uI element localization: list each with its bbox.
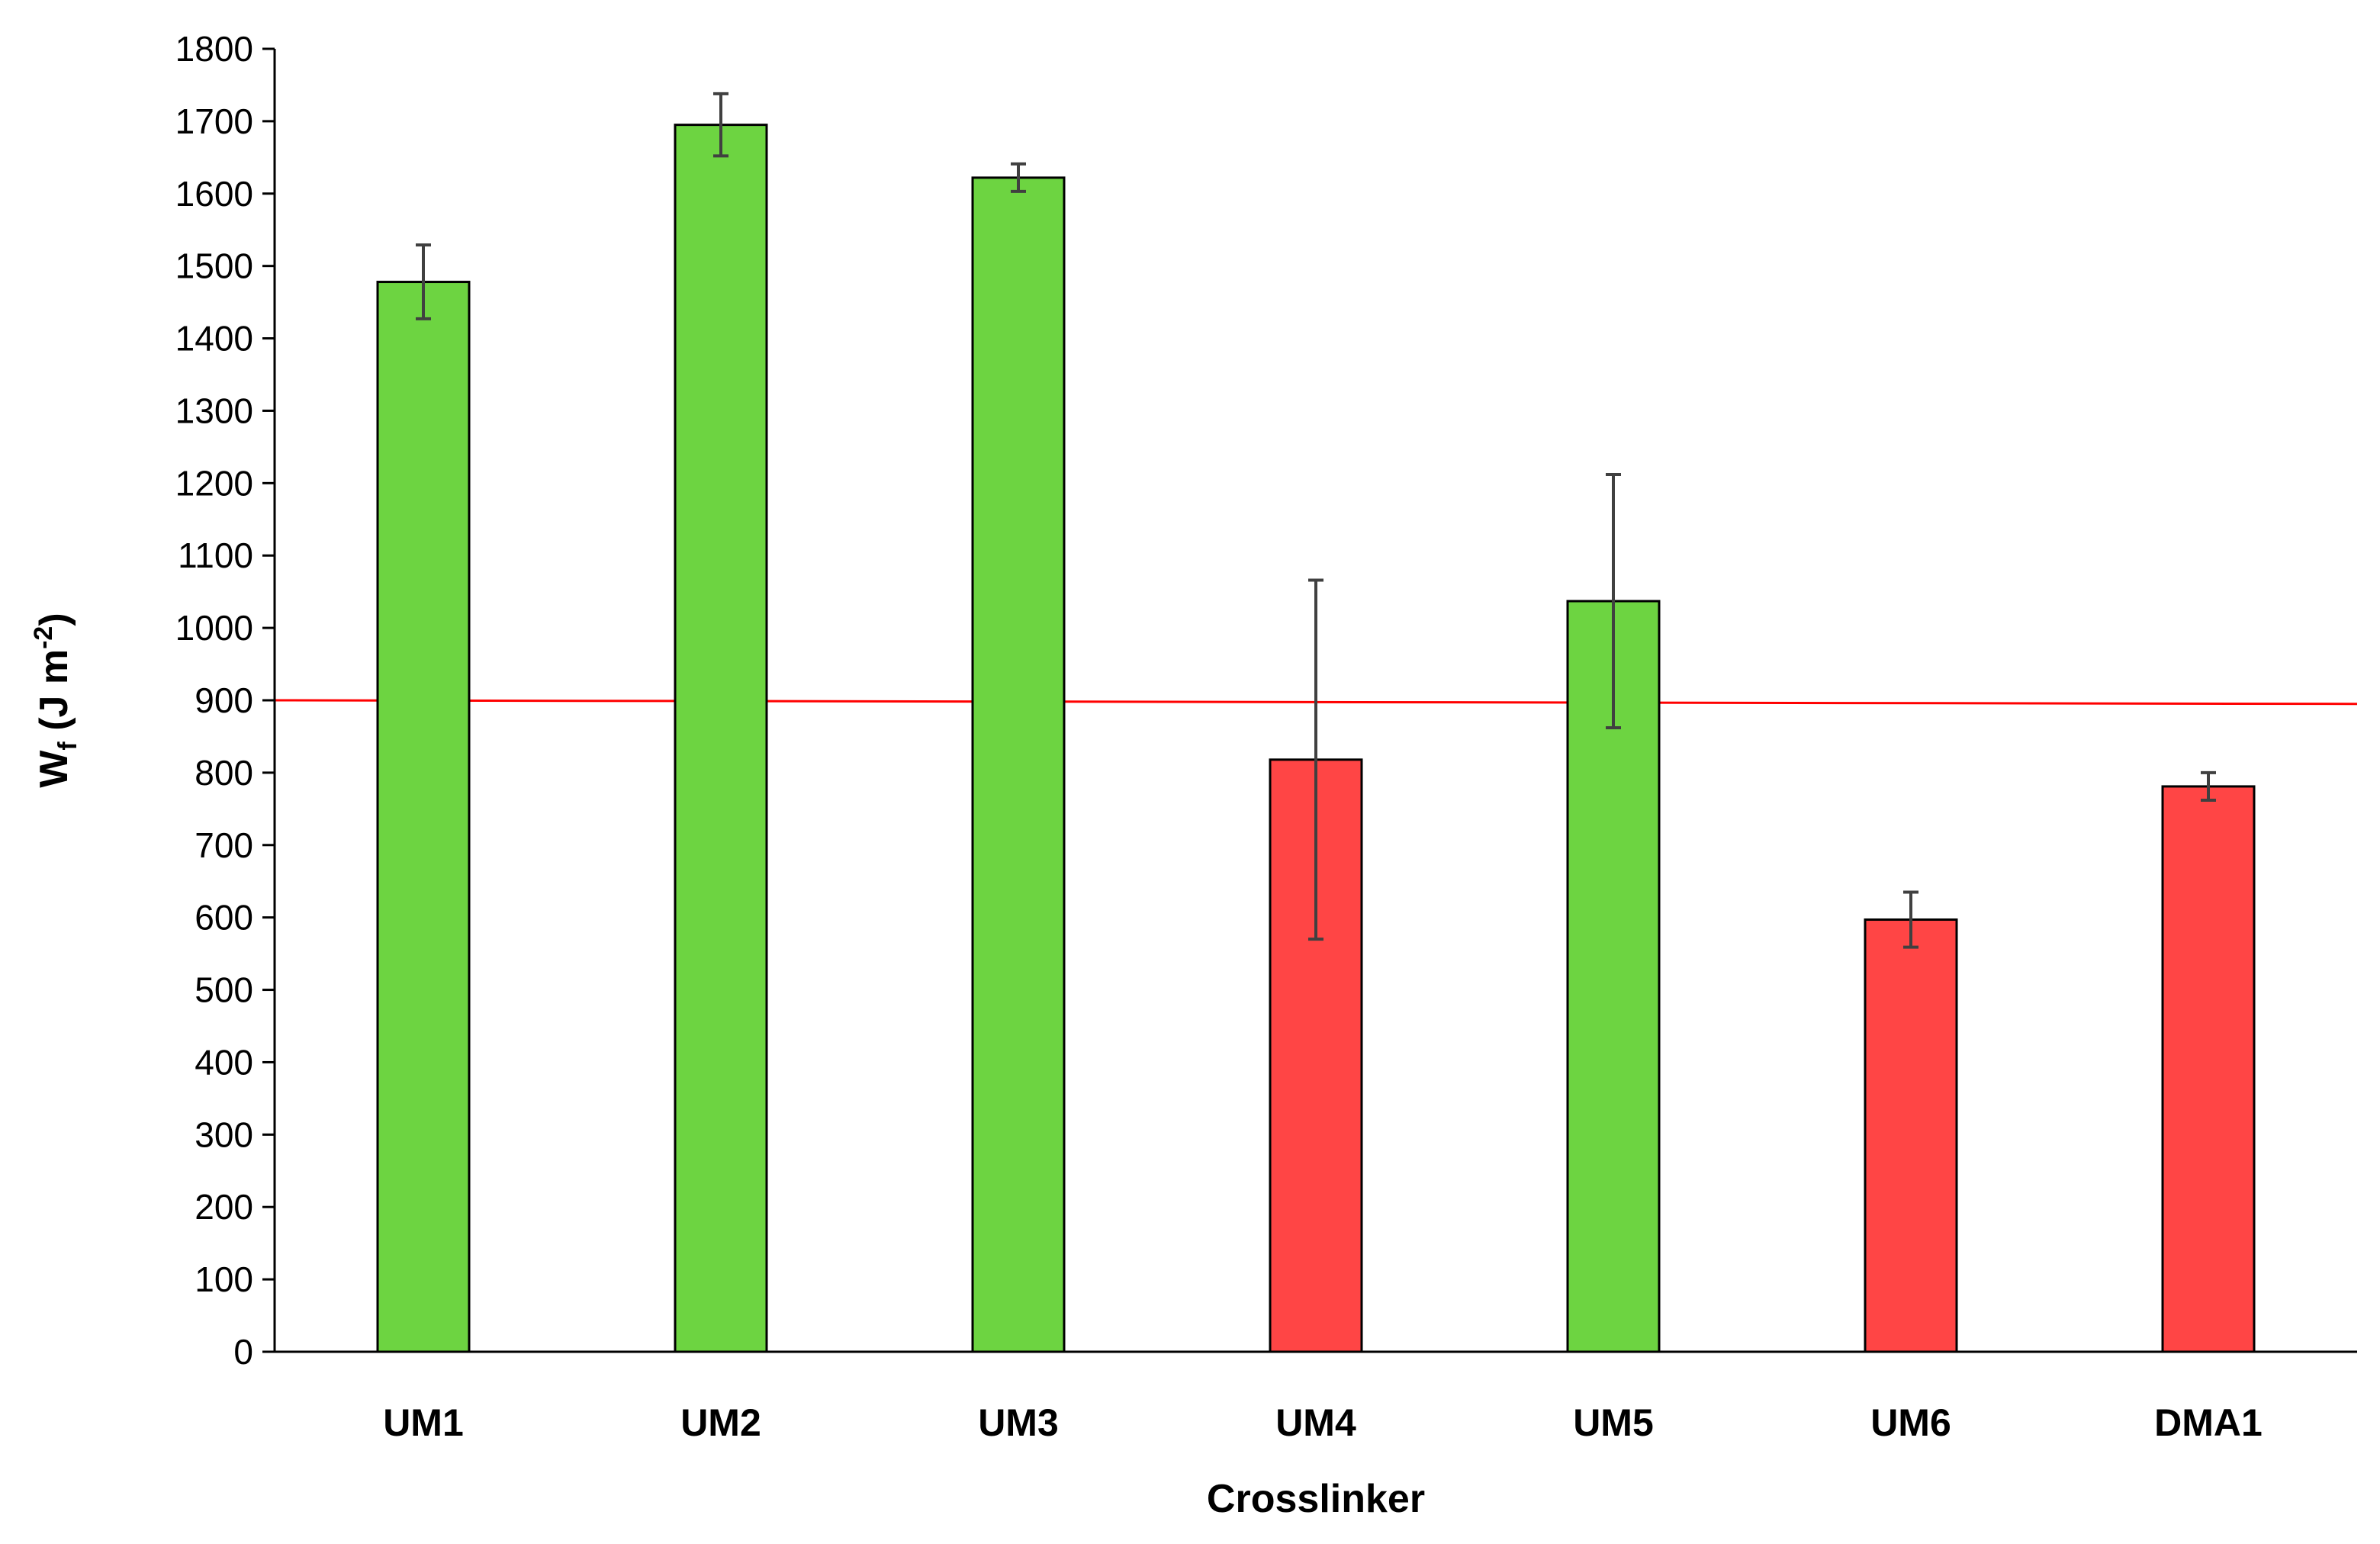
bars-layer [376, 124, 2256, 1353]
y-tick-label: 900 [195, 680, 253, 720]
x-tick-label-um6: UM6 [1870, 1401, 1951, 1444]
y-tick-label: 200 [195, 1187, 253, 1227]
y-axis-title-main: W [32, 750, 76, 788]
x-tick-label-um3: UM3 [978, 1401, 1059, 1444]
x-axis-title: Crosslinker [1207, 1477, 1425, 1521]
x-tick-label-um4: UM4 [1275, 1401, 1356, 1444]
y-tick-label: 1400 [175, 319, 253, 359]
y-axis-title-unit: (J m [32, 649, 76, 741]
bar-um2 [674, 124, 768, 1353]
y-tick-label: 1000 [175, 608, 253, 648]
y-tick-label: 700 [195, 825, 253, 865]
y-tick-labels: 0 100 200 300 400 500 600 700 800 900 1000 1100 1200… [175, 29, 275, 1372]
y-tick-label: 600 [195, 898, 253, 938]
error-bar-um3 [1011, 162, 1026, 193]
error-bars-layer [416, 92, 2216, 949]
y-tick-label: 800 [195, 753, 253, 793]
error-bar-um6 [1903, 890, 1918, 949]
bar-um3 [971, 176, 1066, 1353]
error-bar-um2 [713, 92, 728, 158]
x-tick-label-um5: UM5 [1573, 1401, 1654, 1444]
x-tick-label-dma1: DMA1 [2154, 1401, 2263, 1444]
error-bar-um1 [416, 243, 431, 320]
y-tick-label: 1100 [178, 536, 253, 575]
y-axis-title-subscript: f [53, 741, 82, 751]
y-axis-title-unit-end: ) [32, 613, 76, 626]
x-tick-labels: UM1 UM2 UM3 UM4 UM5 UM6 DMA1 [383, 1401, 2263, 1444]
y-tick-label: 0 [233, 1332, 253, 1372]
y-tick-label: 1800 [175, 29, 253, 69]
bar-dma1 [2161, 785, 2256, 1353]
x-tick-label-um1: UM1 [383, 1401, 464, 1444]
y-tick-label: 1500 [175, 246, 253, 286]
error-bar-um5 [1606, 472, 1621, 730]
bar-um6 [1864, 918, 1958, 1353]
x-tick-label-um2: UM2 [680, 1401, 761, 1444]
y-tick-label: 1200 [175, 463, 253, 503]
y-tick-label: 100 [195, 1259, 253, 1299]
bar-um1 [376, 281, 471, 1353]
y-tick-label: 1300 [175, 391, 253, 430]
y-axis-title-superscript: -2 [29, 626, 58, 649]
y-tick-label: 300 [195, 1115, 253, 1154]
y-tick-label: 400 [195, 1042, 253, 1082]
error-bar-dma1 [2201, 770, 2216, 802]
y-tick-label: 500 [195, 970, 253, 1010]
error-bar-um4 [1308, 578, 1323, 941]
y-tick-label: 1600 [175, 174, 253, 214]
y-tick-label: 1700 [175, 101, 253, 141]
y-axis-title: Wf (J m-2) [29, 613, 82, 787]
